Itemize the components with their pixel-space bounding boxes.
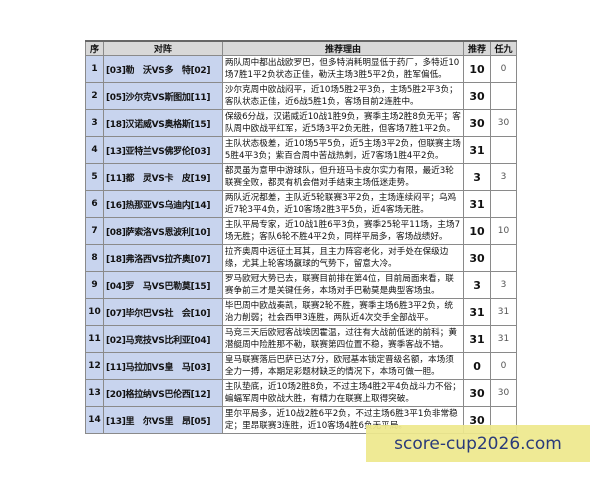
table-row: 2 [05]沙尔克VS斯图加[11] 沙尔克周中欧战闷平，近10场5胜2平3负，主场… bbox=[85, 82, 517, 110]
cell-r9: 31 bbox=[490, 325, 517, 353]
cell-reason: 拉齐奥周中远征土耳其，且主力阵容老化，对手处在保级边缘，尤其上轮客场赢球的气势下… bbox=[221, 244, 465, 272]
cell-r9: 0 bbox=[490, 352, 517, 380]
cell-no: 13 bbox=[85, 379, 104, 407]
cell-reason: 皇马联赛落后巴萨已达7分，欧冠基本锁定晋级名额，本场须全力一搏，本期足彩题材缺乏… bbox=[221, 352, 465, 380]
cell-r9 bbox=[490, 136, 517, 164]
cell-no: 6 bbox=[85, 190, 104, 218]
table-row: 14 [13]里 尔VS里 昂[05] 里尔平局多，近10战2胜6平2负，不过主场6… bbox=[85, 406, 517, 434]
cell-match: [08]萨索洛VS恩波利[10] bbox=[102, 217, 223, 245]
cell-match: [18]弗洛西VS拉齐奥[07] bbox=[102, 244, 223, 272]
cell-pick: 31 bbox=[463, 190, 492, 218]
table-row: 10 [07]毕尔巴VS社 会[10] 毕巴周中欧战奏凯，联赛2轮不胜，赛季主场6胜… bbox=[85, 298, 517, 326]
cell-no: 14 bbox=[85, 406, 104, 434]
cell-pick: 30 bbox=[463, 82, 492, 110]
cell-no: 5 bbox=[85, 163, 104, 191]
table-row: 4 [13]亚特兰VS佛罗伦[03] 主队状态极差，近10场5平5负，近5主场3平2… bbox=[85, 136, 517, 164]
cell-pick: 0 bbox=[463, 352, 492, 380]
table-row: 1 [03]勒 沃VS多 特[02] 两队周中都出战欧罗巴，但多特消耗明显低于药厂，… bbox=[85, 55, 517, 83]
cell-match: [07]毕尔巴VS社 会[10] bbox=[102, 298, 223, 326]
cell-pick: 30 bbox=[463, 109, 492, 137]
table-row: 7 [08]萨索洛VS恩波利[10] 主队平局专家，近10战1胜6平3负，赛季25轮… bbox=[85, 217, 517, 245]
cell-match: [11]都 灵VS卡 皮[19] bbox=[102, 163, 223, 191]
table-row: 13 [20]格拉纳VS巴伦西[12] 主队垫底，近10场2胜8负，不过主场4胜2平… bbox=[85, 379, 517, 407]
cell-r9 bbox=[490, 244, 517, 272]
cell-pick: 31 bbox=[463, 325, 492, 353]
cell-match: [20]格拉纳VS巴伦西[12] bbox=[102, 379, 223, 407]
cell-reason: 里尔平局多，近10战2胜6平2负，不过主场6胜3平1负非常稳定；里昂联赛3连胜，… bbox=[221, 406, 465, 434]
table-header: 序 对阵 推荐理由 推荐 任九 bbox=[85, 40, 517, 56]
cell-pick: 10 bbox=[463, 55, 492, 83]
cell-r9: 30 bbox=[490, 109, 517, 137]
cell-pick: 30 bbox=[463, 379, 492, 407]
table-row: 3 [18]汉诺威VS奥格斯[15] 保级6分战，汉诺威近10战1胜9负，赛季主场2… bbox=[85, 109, 517, 137]
cell-reason: 两队近况都差，主队近5轮联赛3平2负，主场连续闷平；乌鸡近7轮3平4负，近10客… bbox=[221, 190, 465, 218]
cell-no: 12 bbox=[85, 352, 104, 380]
cell-r9: 3 bbox=[490, 163, 517, 191]
prediction-table: 序 对阵 推荐理由 推荐 任九 1 [03]勒 沃VS多 特[02] 两队周中都出战… bbox=[85, 40, 517, 434]
header-match: 对阵 bbox=[102, 40, 223, 56]
cell-reason: 主队垫底，近10场2胜8负，不过主场4胜2平4负战斗力不俗；蝙蝠军周中欧战大胜，… bbox=[221, 379, 465, 407]
header-r9: 任九 bbox=[490, 40, 517, 56]
cell-pick: 3 bbox=[463, 271, 492, 299]
cell-reason: 罗马欧冠大势已去，联赛目前排在第4位，目前局面来看，联赛争前三才是关键任务，本场… bbox=[221, 271, 465, 299]
cell-reason: 两队周中都出战欧罗巴，但多特消耗明显低于药厂，多特近10场7胜1平2负状态正佳，… bbox=[221, 55, 465, 83]
cell-match: [13]亚特兰VS佛罗伦[03] bbox=[102, 136, 223, 164]
cell-no: 3 bbox=[85, 109, 104, 137]
table-row: 11 [02]马竞技VS比利亚[04] 马竞三天后欧冠客战埃因霍温，过往有大战前低迷… bbox=[85, 325, 517, 353]
cell-no: 4 bbox=[85, 136, 104, 164]
watermark: score-cup2026.com bbox=[366, 425, 590, 462]
cell-reason: 保级6分战，汉诺威近10战1胜9负，赛季主场2胜8负无平；客队周中欧战平红军，近… bbox=[221, 109, 465, 137]
cell-reason: 都灵虽为意甲中游球队，但升班马卡皮尔实力有限，最近3轮联赛全败，都灵有机会借对手… bbox=[221, 163, 465, 191]
cell-pick: 31 bbox=[463, 298, 492, 326]
table-row: 9 [04]罗 马VS巴勒莫[15] 罗马欧冠大势已去，联赛目前排在第4位，目前局面… bbox=[85, 271, 517, 299]
cell-r9: 31 bbox=[490, 298, 517, 326]
cell-match: [04]罗 马VS巴勒莫[15] bbox=[102, 271, 223, 299]
cell-no: 1 bbox=[85, 55, 104, 83]
table-row: 8 [18]弗洛西VS拉齐奥[07] 拉齐奥周中远征土耳其，且主力阵容老化，对手处在… bbox=[85, 244, 517, 272]
header-no: 序 bbox=[85, 40, 104, 56]
cell-no: 11 bbox=[85, 325, 104, 353]
cell-reason: 马竞三天后欧冠客战埃因霍温，过往有大战前低迷的前科；黄潜艇周中险胜那不勒，联赛第… bbox=[221, 325, 465, 353]
cell-pick: 31 bbox=[463, 136, 492, 164]
cell-match: [02]马竞技VS比利亚[04] bbox=[102, 325, 223, 353]
cell-reason: 主队平局专家，近10战1胜6平3负，赛季25轮平11场，主场7场无胜；客队6轮不… bbox=[221, 217, 465, 245]
cell-match: [05]沙尔克VS斯图加[11] bbox=[102, 82, 223, 110]
cell-no: 2 bbox=[85, 82, 104, 110]
cell-no: 8 bbox=[85, 244, 104, 272]
cell-match: [11]马拉加VS皇 马[03] bbox=[102, 352, 223, 380]
cell-pick: 30 bbox=[463, 244, 492, 272]
cell-no: 7 bbox=[85, 217, 104, 245]
table-row: 5 [11]都 灵VS卡 皮[19] 都灵虽为意甲中游球队，但升班马卡皮尔实力有限，… bbox=[85, 163, 517, 191]
cell-reason: 沙尔克周中欧战闷平，近10场5胜2平3负，主场5胜2平3负；客队状态正佳，近6战… bbox=[221, 82, 465, 110]
cell-match: [13]里 尔VS里 昂[05] bbox=[102, 406, 223, 434]
table-row: 12 [11]马拉加VS皇 马[03] 皇马联赛落后巴萨已达7分，欧冠基本锁定晋级名… bbox=[85, 352, 517, 380]
cell-r9: 3 bbox=[490, 271, 517, 299]
cell-pick: 10 bbox=[463, 217, 492, 245]
cell-r9 bbox=[490, 190, 517, 218]
cell-r9: 0 bbox=[490, 55, 517, 83]
header-pick: 推荐 bbox=[463, 40, 492, 56]
cell-reason: 主队状态极差，近10场5平5负，近5主场3平2负，但联赛主场5胜4平3负；紫百合… bbox=[221, 136, 465, 164]
cell-reason: 毕巴周中欧战奏凯，联赛2轮不胜，赛季主场6胜3平2负，统治力削弱；社会西甲3连胜… bbox=[221, 298, 465, 326]
cell-match: [03]勒 沃VS多 特[02] bbox=[102, 55, 223, 83]
cell-r9: 30 bbox=[490, 379, 517, 407]
cell-no: 9 bbox=[85, 271, 104, 299]
cell-no: 10 bbox=[85, 298, 104, 326]
table-row: 6 [16]热那亚VS乌迪内[14] 两队近况都差，主队近5轮联赛3平2负，主场连续… bbox=[85, 190, 517, 218]
cell-match: [18]汉诺威VS奥格斯[15] bbox=[102, 109, 223, 137]
header-reason: 推荐理由 bbox=[221, 40, 465, 56]
cell-pick: 3 bbox=[463, 163, 492, 191]
cell-match: [16]热那亚VS乌迪内[14] bbox=[102, 190, 223, 218]
cell-r9 bbox=[490, 82, 517, 110]
cell-r9: 10 bbox=[490, 217, 517, 245]
